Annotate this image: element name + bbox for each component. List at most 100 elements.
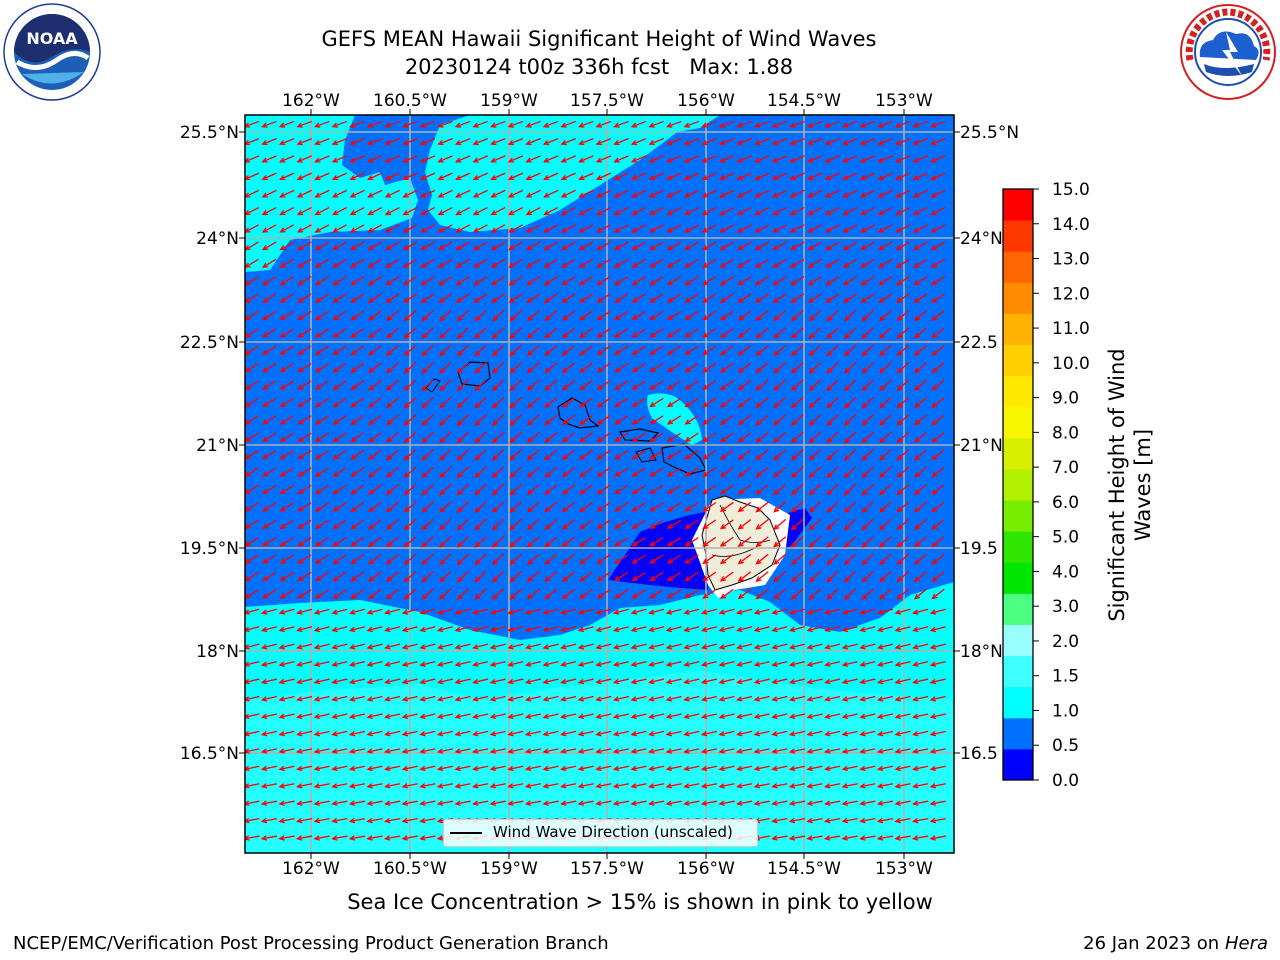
wind-arrow <box>702 380 717 391</box>
wind-arrow <box>509 327 522 339</box>
wind-arrow <box>561 327 576 339</box>
wind-arrow <box>612 678 630 685</box>
wind-arrow <box>260 713 278 720</box>
wind-arrow <box>842 207 858 216</box>
wind-arrow <box>456 327 470 340</box>
wind-arrow <box>755 310 769 322</box>
wind-arrow <box>806 155 823 163</box>
wind-arrow <box>366 765 383 772</box>
wind-arrow <box>314 310 330 321</box>
wind-arrow <box>456 414 470 427</box>
wind-arrow <box>825 258 840 268</box>
wind-arrow <box>790 396 804 409</box>
wind-arrow <box>788 748 806 754</box>
wind-arrow <box>808 344 822 357</box>
wind-arrow <box>509 309 522 322</box>
wind-arrow <box>595 120 612 128</box>
wind-arrow <box>313 120 330 128</box>
wind-arrow <box>385 344 399 356</box>
colorbar-segment <box>1003 282 1033 314</box>
wind-arrow <box>296 695 313 702</box>
wind-arrow <box>331 660 348 667</box>
wind-arrow <box>350 310 365 321</box>
wind-arrow <box>630 730 647 737</box>
wind-arrow <box>806 660 823 667</box>
wind-arrow <box>245 626 260 633</box>
wind-arrow <box>841 713 858 720</box>
gridlines <box>245 115 954 853</box>
wind-arrow <box>894 626 911 633</box>
wind-arrow <box>491 309 505 322</box>
wind-arrow <box>876 695 894 702</box>
wind-arrow <box>367 189 383 198</box>
wind-arrow <box>648 224 664 233</box>
wind-arrow <box>402 172 418 181</box>
wind-arrow <box>894 730 911 737</box>
wind-arrow <box>296 241 312 251</box>
wind-arrow <box>491 518 505 531</box>
wind-arrow <box>578 241 594 251</box>
lat-label-right: 21°N <box>960 436 1003 456</box>
wind-arrow <box>436 730 454 737</box>
wind-arrow <box>278 608 295 615</box>
footer-date-text: 26 Jan 2023 on <box>1083 933 1220 954</box>
wind-arrow <box>647 765 665 772</box>
wind-arrow <box>278 172 295 181</box>
wind-arrow <box>736 678 753 685</box>
wind-arrow <box>419 172 436 181</box>
wind-arrow <box>507 643 524 650</box>
colorbar-title-line1: Significant Height of Wind <box>1105 348 1129 621</box>
wind-arrow <box>542 695 559 702</box>
wind-arrow <box>509 536 522 548</box>
wind-arrow <box>896 518 910 531</box>
wind-arrow <box>666 589 682 599</box>
wind-arrow <box>297 276 312 286</box>
wind-arrow <box>894 172 911 181</box>
wind-arrow <box>296 172 312 181</box>
wind-arrow <box>491 344 505 357</box>
wind-arrow <box>368 588 382 600</box>
lat-label-left: 25.5°N <box>180 123 239 143</box>
wind-arrow <box>737 466 752 478</box>
wind-arrow <box>332 519 347 530</box>
wind-arrow <box>403 483 417 496</box>
wind-arrow <box>755 466 769 478</box>
wind-arrow <box>491 431 505 444</box>
wind-arrow <box>612 660 630 667</box>
wind-arrow <box>489 660 506 667</box>
wind-arrow <box>612 713 630 720</box>
wind-arrow <box>630 660 647 667</box>
wind-arrow <box>861 327 874 340</box>
wind-arrow <box>542 626 559 633</box>
wind-arrow <box>261 120 277 128</box>
wind-arrow <box>700 730 718 737</box>
wind-arrow <box>613 258 629 268</box>
wind-arrow <box>896 466 910 478</box>
wind-arrow <box>437 241 453 251</box>
wind-arrow <box>755 449 769 461</box>
colorbar-tick-label: 8.0 <box>1052 423 1079 443</box>
wind-arrow <box>718 748 735 754</box>
wind-arrow <box>384 172 400 181</box>
wind-arrow <box>524 695 542 702</box>
lat-label-right: 19.5 <box>960 539 998 559</box>
wind-arrow <box>612 626 630 633</box>
colorbar-segment <box>1003 468 1033 501</box>
wind-arrow <box>773 518 787 531</box>
wind-arrow <box>456 518 470 531</box>
wind-arrow <box>577 713 594 720</box>
wind-arrow <box>578 155 594 163</box>
wind-arrow <box>913 414 927 426</box>
lon-label-top: 162°W <box>282 91 340 111</box>
wind-arrow <box>702 449 717 460</box>
wind-arrow <box>684 432 699 443</box>
wind-arrow <box>245 678 260 685</box>
wind-arrow <box>454 800 471 806</box>
wind-arrow <box>296 189 312 198</box>
wind-arrow <box>843 501 857 514</box>
wind-arrow <box>454 608 471 615</box>
wind-arrow <box>755 588 769 600</box>
wind-arrow <box>297 363 312 373</box>
wind-arrow <box>421 518 434 531</box>
wind-arrow <box>368 362 382 374</box>
